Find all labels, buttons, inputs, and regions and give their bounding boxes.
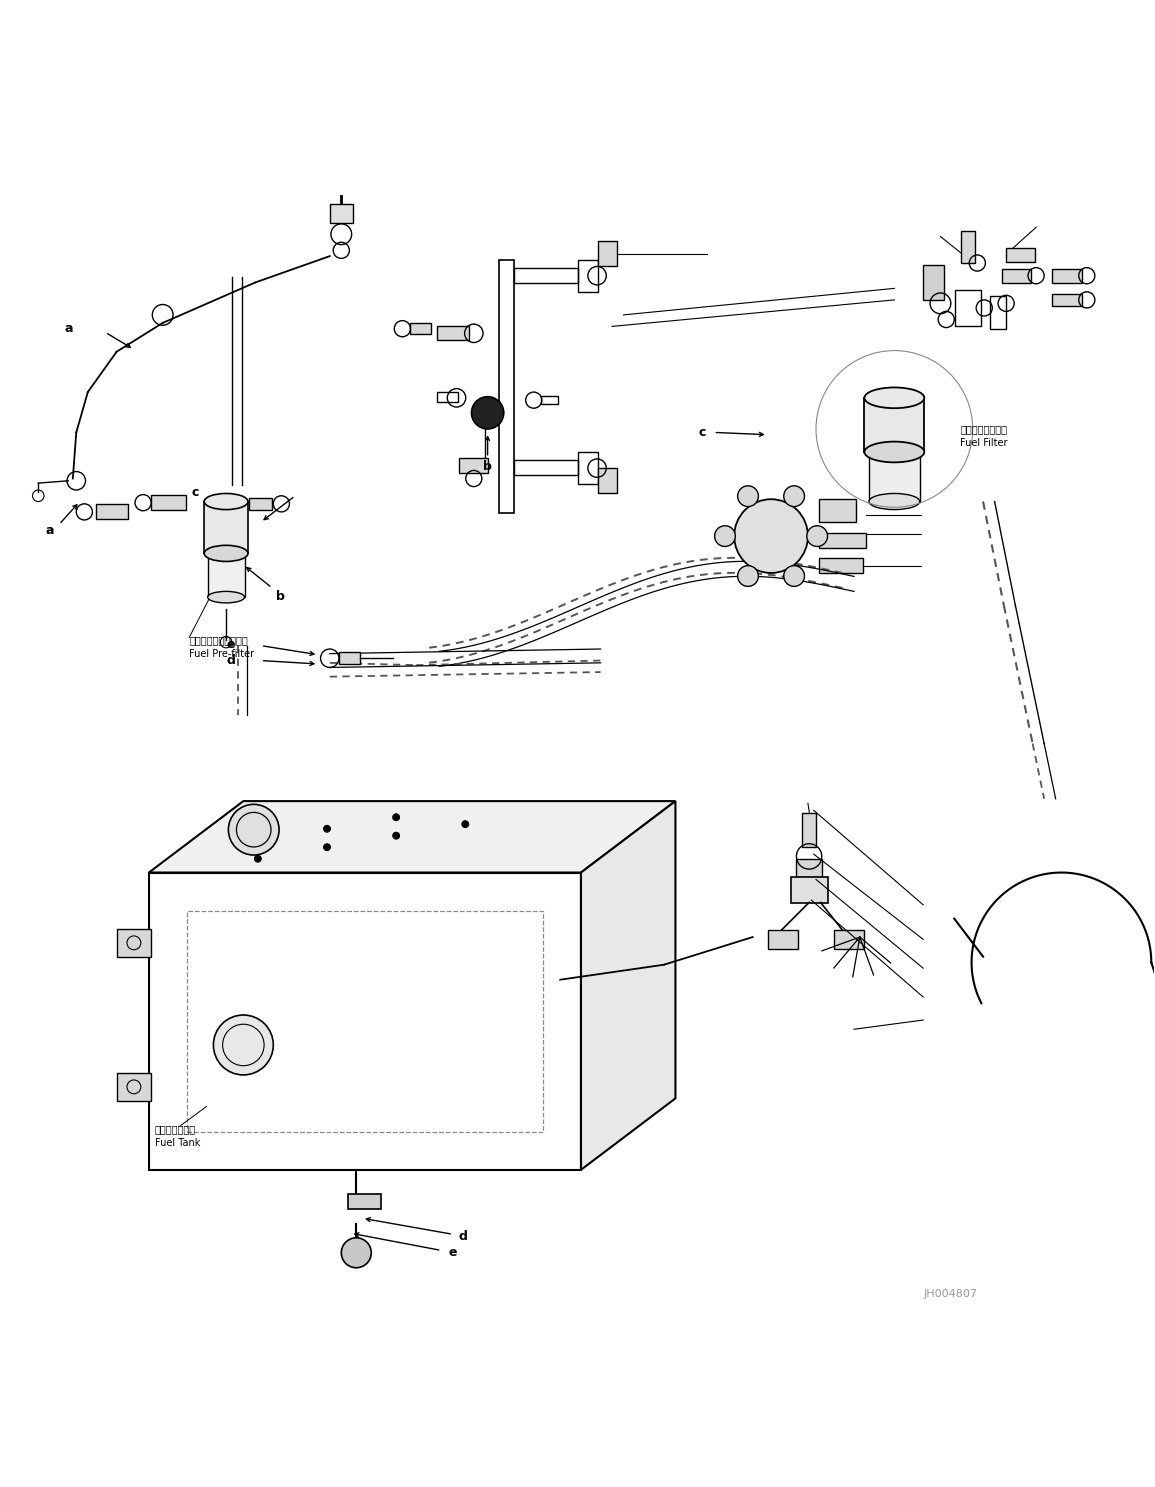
Circle shape — [254, 818, 261, 825]
Bar — [249, 498, 273, 510]
Circle shape — [229, 804, 280, 855]
Bar — [338, 653, 359, 665]
Bar — [117, 929, 151, 956]
Text: b: b — [483, 461, 492, 473]
Bar — [923, 265, 944, 300]
Bar — [819, 532, 865, 547]
Circle shape — [738, 486, 759, 507]
Circle shape — [738, 565, 759, 586]
Bar — [955, 290, 981, 326]
Bar — [869, 452, 919, 501]
Bar — [990, 296, 1006, 329]
Polygon shape — [581, 801, 676, 1170]
Ellipse shape — [204, 494, 248, 510]
Bar — [410, 323, 431, 335]
Text: e: e — [448, 1246, 457, 1259]
Circle shape — [471, 397, 504, 428]
Circle shape — [393, 813, 400, 821]
Bar — [768, 931, 798, 949]
Bar — [1006, 248, 1035, 262]
Bar — [819, 558, 863, 572]
Ellipse shape — [204, 546, 248, 562]
Text: e: e — [226, 638, 234, 651]
Circle shape — [254, 837, 261, 843]
Circle shape — [735, 500, 808, 572]
Bar — [961, 230, 975, 263]
Bar — [499, 260, 514, 513]
Ellipse shape — [869, 494, 919, 510]
Text: b: b — [276, 589, 284, 602]
Text: フェエルプレフィルタ: フェエルプレフィルタ — [189, 635, 248, 645]
Polygon shape — [149, 801, 676, 873]
Circle shape — [214, 1016, 274, 1075]
Bar — [149, 873, 581, 1170]
Text: フェエルタンク: フェエルタンク — [155, 1124, 195, 1135]
Circle shape — [323, 843, 330, 851]
Bar — [598, 241, 617, 266]
Bar — [117, 1074, 151, 1100]
Ellipse shape — [864, 442, 924, 462]
Circle shape — [807, 526, 827, 546]
Text: Fuel Filter: Fuel Filter — [960, 437, 1007, 448]
Bar — [541, 396, 558, 403]
Circle shape — [323, 825, 330, 833]
Bar — [514, 459, 578, 474]
Bar — [349, 1194, 381, 1209]
Bar — [208, 553, 245, 598]
Circle shape — [784, 565, 805, 586]
Bar — [834, 931, 864, 949]
Bar — [204, 501, 248, 553]
Bar — [797, 858, 821, 877]
Text: a: a — [65, 323, 73, 335]
Text: c: c — [699, 425, 706, 439]
Circle shape — [715, 526, 736, 546]
Text: c: c — [192, 486, 199, 498]
Circle shape — [462, 821, 469, 828]
Circle shape — [341, 1237, 371, 1268]
Text: a: a — [45, 523, 53, 537]
Text: d: d — [459, 1230, 468, 1243]
Text: d: d — [226, 654, 234, 668]
Bar — [514, 268, 578, 283]
Circle shape — [393, 833, 400, 839]
Bar — [803, 812, 817, 848]
Text: Fuel Tank: Fuel Tank — [155, 1139, 200, 1148]
Bar — [1001, 269, 1031, 283]
Bar — [598, 468, 617, 494]
Bar — [578, 452, 598, 485]
Bar — [96, 504, 128, 519]
Ellipse shape — [208, 592, 245, 602]
Ellipse shape — [864, 388, 924, 409]
Bar — [187, 910, 543, 1132]
Text: フェエルフィルタ: フェエルフィルタ — [960, 424, 1007, 434]
Bar — [819, 500, 856, 522]
Bar — [1052, 294, 1082, 306]
Bar — [578, 260, 598, 291]
Bar — [437, 393, 457, 403]
Bar — [864, 399, 924, 452]
Bar — [459, 458, 487, 473]
Text: Fuel Pre-filter: Fuel Pre-filter — [189, 648, 254, 659]
Bar — [1052, 269, 1082, 283]
Bar — [791, 877, 827, 903]
Circle shape — [784, 486, 805, 507]
Bar — [330, 204, 352, 223]
Bar — [151, 495, 186, 510]
Circle shape — [254, 855, 261, 862]
Text: JH004807: JH004807 — [923, 1289, 977, 1300]
Bar — [437, 326, 469, 341]
